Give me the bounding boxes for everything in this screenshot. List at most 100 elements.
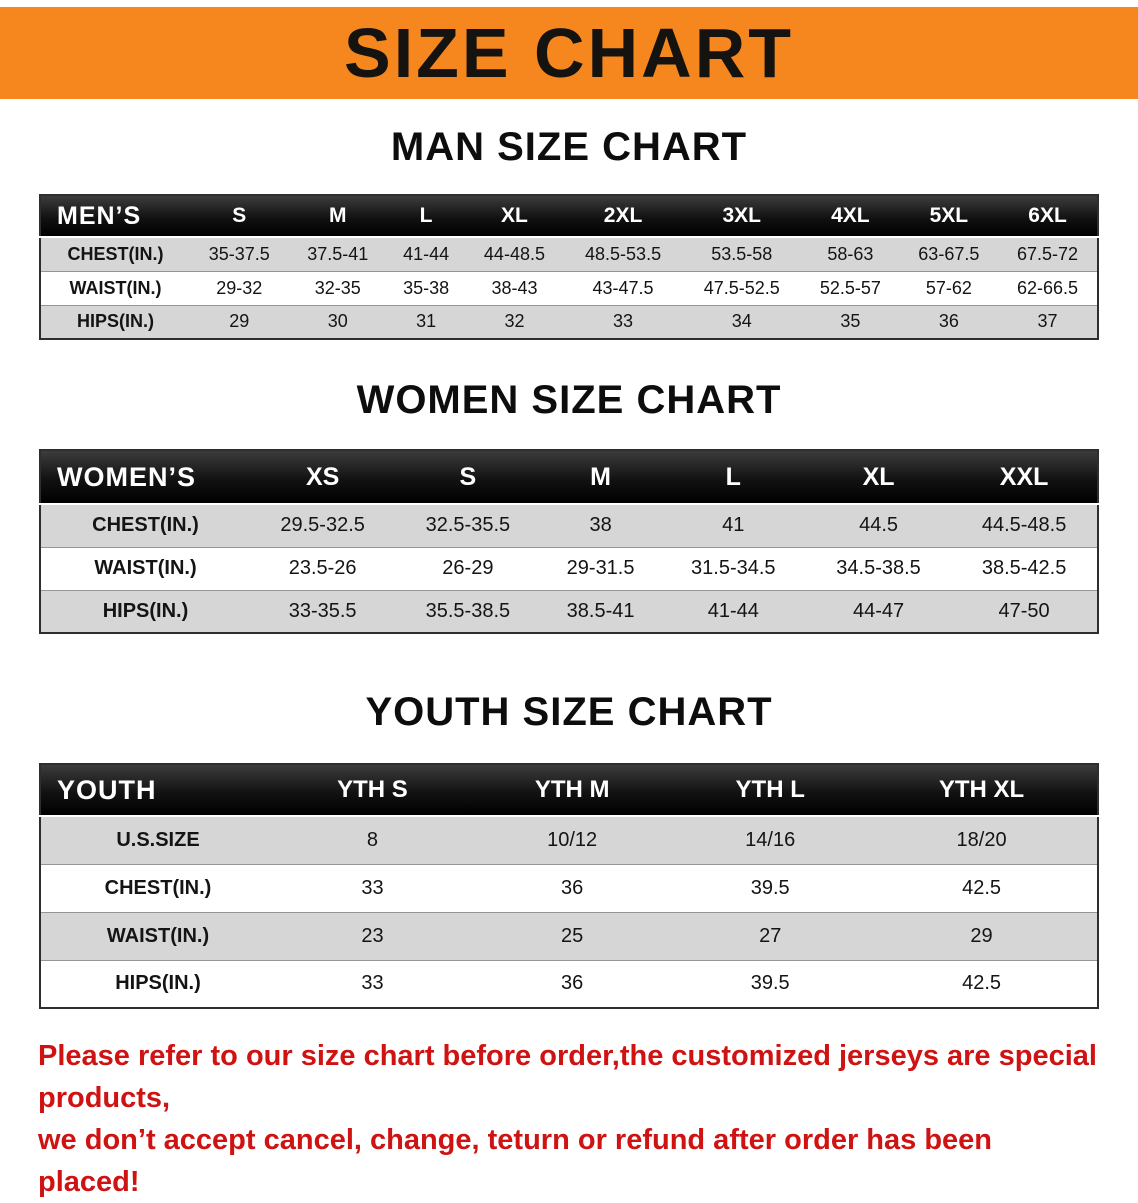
size-column-header: 5XL	[899, 195, 999, 238]
row-label: HIPS(IN.)	[40, 960, 275, 1009]
footer-line-1: Please refer to our size chart before or…	[38, 1040, 1097, 1114]
size-value: 35-37.5	[190, 237, 289, 272]
table-row: CHEST(IN.) 29.5-32.5 32.5-35.5 38 41 44.5 44.5…	[40, 504, 1098, 548]
size-value: 47-50	[951, 590, 1098, 634]
row-label: CHEST(IN.)	[40, 504, 250, 548]
youth-size-section: YOUTH SIZE CHART YOUTH YTH S YTH M YTH L YTH…	[0, 690, 1138, 1009]
row-label: U.S.SIZE	[40, 816, 275, 865]
size-value: 38	[540, 504, 661, 548]
size-value: 44.5-48.5	[951, 504, 1098, 548]
size-value: 34.5-38.5	[805, 547, 952, 591]
size-value: 44-47	[805, 590, 952, 634]
size-value: 34	[682, 305, 802, 340]
size-value: 39.5	[674, 960, 867, 1009]
size-value: 48.5-53.5	[563, 237, 683, 272]
banner: SIZE CHART	[0, 7, 1138, 99]
size-value: 33	[275, 864, 470, 913]
size-value: 26-29	[395, 547, 541, 591]
row-label: WAIST(IN.)	[40, 271, 190, 306]
size-value: 23.5-26	[250, 547, 396, 591]
table-row: WAIST(IN.) 23 25 27 29	[40, 912, 1098, 961]
banner-title: SIZE CHART	[344, 14, 794, 92]
youth-section-heading: YOUTH SIZE CHART	[365, 690, 773, 734]
size-value: 33	[275, 960, 470, 1009]
table-row: CHEST(IN.) 33 36 39.5 42.5	[40, 864, 1098, 913]
table-header-row: MEN’S S M L XL 2XL 3XL 4XL 5XL 6XL	[40, 195, 1098, 238]
size-column-header: M	[288, 195, 387, 238]
size-value: 29.5-32.5	[250, 504, 396, 548]
row-label: WAIST(IN.)	[40, 547, 250, 591]
size-value: 32-35	[288, 271, 387, 306]
size-value: 31.5-34.5	[660, 547, 806, 591]
size-column-header: YTH M	[469, 764, 675, 817]
size-column-header: YTH L	[674, 764, 867, 817]
size-value: 58-63	[801, 237, 900, 272]
size-value: 36	[469, 960, 675, 1009]
size-value: 43-47.5	[563, 271, 683, 306]
size-value: 29-31.5	[540, 547, 661, 591]
table-row: U.S.SIZE 8 10/12 14/16 18/20	[40, 816, 1098, 865]
size-column-header: XL	[805, 450, 952, 505]
size-value: 47.5-52.5	[682, 271, 802, 306]
women-size-table: WOMEN’S XS S M L XL XXL CHEST(IN.) 29.5-32.5 32.5…	[39, 449, 1099, 634]
size-value: 29	[866, 912, 1098, 961]
row-label: HIPS(IN.)	[40, 305, 190, 340]
size-value: 42.5	[866, 960, 1098, 1009]
size-column-header: 3XL	[682, 195, 802, 238]
table-row: HIPS(IN.) 33-35.5 35.5-38.5 38.5-41 41-44 44-…	[40, 590, 1098, 634]
size-value: 62-66.5	[998, 271, 1098, 306]
size-value: 63-67.5	[899, 237, 999, 272]
size-column-header: XS	[250, 450, 396, 505]
size-value: 38.5-41	[540, 590, 661, 634]
row-label: CHEST(IN.)	[40, 237, 190, 272]
size-value: 14/16	[674, 816, 867, 865]
size-value: 29	[190, 305, 289, 340]
size-value: 39.5	[674, 864, 867, 913]
size-value: 32.5-35.5	[395, 504, 541, 548]
size-value: 37.5-41	[288, 237, 387, 272]
table-header-row: YOUTH YTH S YTH M YTH L YTH XL	[40, 764, 1098, 817]
size-value: 44-48.5	[465, 237, 564, 272]
size-column-header: 6XL	[998, 195, 1098, 238]
men-section-heading: MAN SIZE CHART	[390, 125, 748, 169]
table-row: HIPS(IN.) 33 36 39.5 42.5	[40, 960, 1098, 1009]
table-header-row: WOMEN’S XS S M L XL XXL	[40, 450, 1098, 505]
size-value: 32	[465, 305, 564, 340]
size-value: 30	[288, 305, 387, 340]
size-column-header: L	[386, 195, 466, 238]
size-column-header: 2XL	[563, 195, 683, 238]
women-size-section: WOMEN SIZE CHART WOMEN’S XS S M L XL XXL CHEST(…	[0, 378, 1138, 634]
size-value: 33	[563, 305, 683, 340]
size-column-header: YTH S	[275, 764, 470, 817]
size-value: 35.5-38.5	[395, 590, 541, 634]
men-size-section: MAN SIZE CHART MEN’S S M L XL 2XL 3XL 4XL 5XL 6XL…	[0, 125, 1138, 340]
size-value: 35-38	[386, 271, 466, 306]
table-title-cell: YOUTH	[40, 764, 275, 817]
size-value: 67.5-72	[998, 237, 1098, 272]
row-label: HIPS(IN.)	[40, 590, 250, 634]
size-column-header: 4XL	[801, 195, 900, 238]
youth-size-table: YOUTH YTH S YTH M YTH L YTH XL U.S.SIZE 8 10/12…	[39, 763, 1099, 1009]
size-value: 36	[899, 305, 999, 340]
size-column-header: M	[540, 450, 661, 505]
size-value: 31	[386, 305, 466, 340]
size-value: 42.5	[866, 864, 1098, 913]
size-value: 41-44	[660, 590, 806, 634]
size-value: 25	[469, 912, 675, 961]
table-row: HIPS(IN.) 29 30 31 32 33 34 35 36 37	[40, 305, 1098, 340]
size-value: 23	[275, 912, 470, 961]
size-column-header: L	[660, 450, 806, 505]
size-value: 57-62	[899, 271, 999, 306]
size-value: 44.5	[805, 504, 952, 548]
size-column-header: YTH XL	[866, 764, 1098, 817]
size-value: 18/20	[866, 816, 1098, 865]
size-value: 36	[469, 864, 675, 913]
table-title-cell: WOMEN’S	[40, 450, 250, 505]
size-value: 10/12	[469, 816, 675, 865]
size-column-header: XL	[465, 195, 564, 238]
size-column-header: XXL	[951, 450, 1098, 505]
size-value: 29-32	[190, 271, 289, 306]
women-section-heading: WOMEN SIZE CHART	[356, 378, 782, 422]
men-size-table: MEN’S S M L XL 2XL 3XL 4XL 5XL 6XL CHEST(IN.) 35-37…	[39, 194, 1099, 340]
footer-note: Please refer to our size chart before or…	[0, 1035, 1138, 1203]
